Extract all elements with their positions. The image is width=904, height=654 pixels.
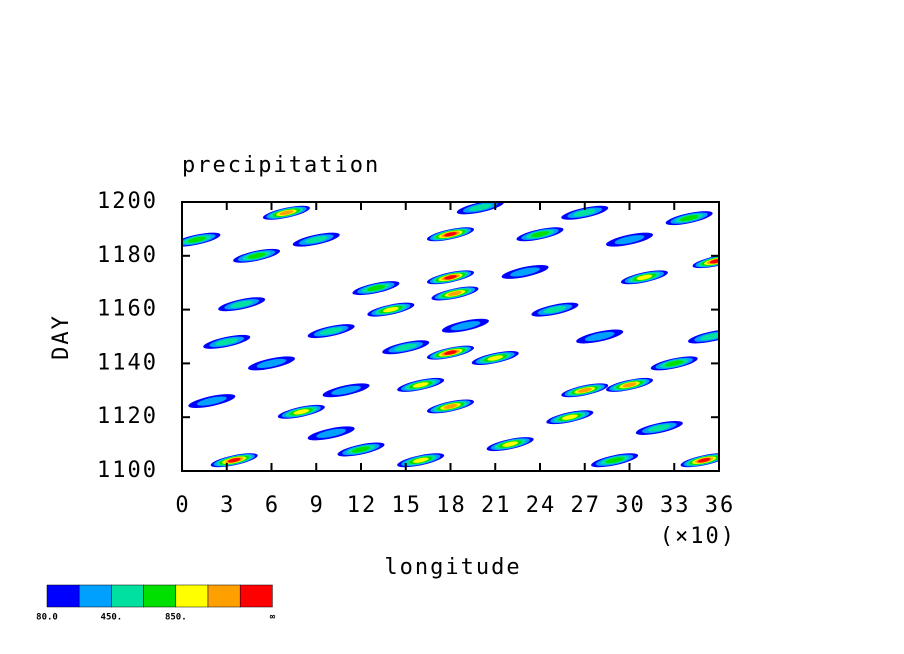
contour-level: [680, 215, 699, 222]
contour-level: [187, 236, 207, 243]
contour-level: [382, 306, 399, 313]
colorbar-box: [239, 584, 273, 608]
contour-level: [444, 232, 457, 237]
x-tick-label: 18: [436, 493, 467, 518]
colorbar-box: [207, 584, 241, 608]
contour-level: [279, 210, 294, 216]
contour-level: [366, 285, 386, 292]
x-tick-label: 24: [526, 493, 557, 518]
contour-level: [215, 338, 238, 346]
colorbar-label: ∞: [270, 613, 276, 623]
x-tick-label: 33: [660, 493, 691, 518]
contour-level: [700, 332, 719, 341]
colorbar-box: [78, 584, 112, 608]
contour-level: [305, 236, 328, 244]
contour-level: [573, 209, 596, 217]
x-tick-label: 30: [615, 493, 646, 518]
x-tick-label: 36: [705, 493, 736, 518]
x-tick-label: 12: [347, 493, 378, 518]
y-tick-label: 1100: [97, 458, 158, 483]
x-tick-label: 15: [392, 493, 423, 518]
contour-level: [469, 203, 492, 211]
contour-level: [622, 382, 637, 388]
x-tick-label: 21: [481, 493, 512, 518]
contour-level: [448, 291, 462, 296]
contour-level: [697, 458, 711, 463]
contour-level: [709, 258, 719, 264]
contour-level: [316, 428, 347, 438]
colorbar-label: 80.0: [36, 613, 58, 623]
x-multiplier: (×10): [660, 524, 736, 549]
contour-level: [510, 267, 540, 277]
x-tick-label: 6: [265, 493, 280, 518]
contour-level: [665, 360, 684, 367]
y-tick-label: 1180: [97, 243, 158, 268]
x-axis-label: longitude: [384, 555, 521, 580]
contour-level: [444, 275, 457, 280]
contour-level: [331, 385, 361, 395]
y-tick-label: 1140: [97, 350, 158, 375]
contour-level: [412, 457, 429, 463]
contour-level: [605, 457, 624, 464]
contour-level: [577, 387, 592, 393]
x-tick-label: 9: [310, 493, 325, 518]
y-tick-label: 1120: [97, 404, 158, 429]
chart-title: precipitation: [182, 153, 380, 178]
contour-level: [450, 321, 481, 331]
contour-level: [636, 274, 653, 280]
contour-level: [230, 300, 253, 308]
contour-level: [412, 382, 429, 388]
y-tick-label: 1200: [97, 189, 158, 214]
contour-level: [227, 458, 241, 463]
y-tick-label: 1160: [97, 297, 158, 322]
x-tick-label: 27: [571, 493, 602, 518]
colorbar-box: [111, 584, 144, 608]
contour-level: [648, 424, 671, 432]
x-tick-label: 0: [175, 493, 190, 518]
contour-level: [530, 231, 550, 238]
contour-level: [319, 327, 343, 335]
contour-level: [247, 252, 266, 259]
contour-level: [293, 409, 310, 415]
field: [182, 202, 719, 468]
colorbar-label: 850.: [165, 613, 187, 623]
contour-level: [543, 306, 567, 314]
x-tick-label: 3: [220, 493, 235, 518]
colorbar-label: 450.: [101, 613, 123, 623]
contour-level: [196, 396, 227, 406]
contour-level: [561, 414, 578, 420]
contour-level: [444, 350, 457, 355]
contour-level: [487, 355, 504, 361]
contour-level: [443, 404, 458, 409]
colorbar-box: [175, 584, 209, 608]
y-axis-label: DAY: [49, 314, 74, 360]
colorbar-box: [46, 584, 80, 608]
contour-level: [584, 331, 615, 342]
contour-level: [351, 446, 371, 453]
contour-level: [256, 358, 287, 368]
contour-level: [614, 235, 645, 245]
colorbar-box: [143, 584, 177, 608]
contour-level: [502, 441, 519, 447]
contour-level: [394, 343, 417, 351]
